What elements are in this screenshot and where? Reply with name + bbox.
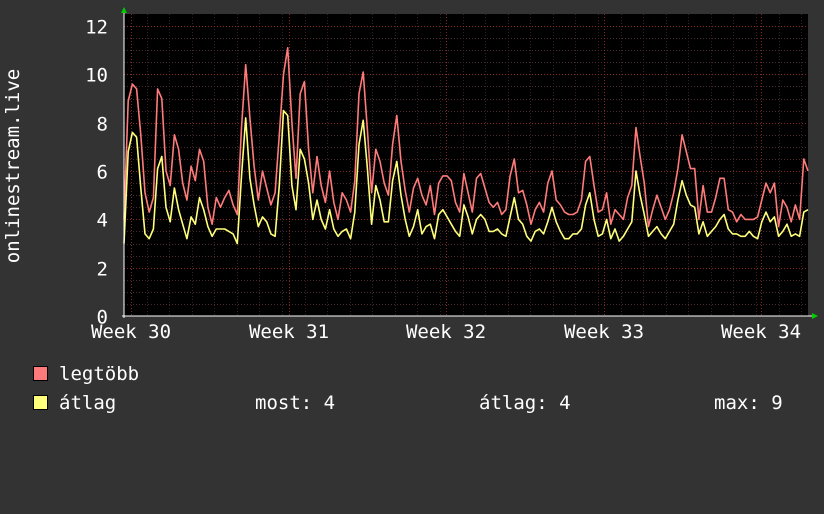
stat-current: most: 4 — [255, 392, 336, 414]
y-tick-label: 6 — [97, 162, 108, 184]
x-tick-label: Week 33 — [564, 321, 644, 343]
legend-label-max: legtöbb — [59, 363, 140, 385]
x-tick-label: Week 30 — [91, 321, 171, 343]
x-axis-arrow-icon — [812, 313, 818, 319]
legend-swatch-avg — [33, 395, 48, 410]
y-tick-label: 12 — [85, 17, 108, 39]
series-line-max — [123, 46, 809, 228]
legend-row-avg: átlag most: 4 átlag: 4 max: 9 — [33, 393, 813, 413]
stat-average: átlag: 4 — [479, 392, 571, 414]
x-tick-label: Week 32 — [406, 321, 486, 343]
y-tick-label: 10 — [85, 65, 108, 87]
y-tick-label: 2 — [97, 259, 108, 281]
series-lines — [123, 46, 809, 245]
stat-maximum: max: 9 — [714, 392, 783, 414]
y-tick-label: 0 — [97, 307, 108, 329]
y-axis-label: onlinestream.live — [2, 69, 24, 263]
x-tick-label: Week 34 — [721, 321, 801, 343]
y-axis-ticks: 0 2 4 6 8 10 12 — [85, 17, 108, 329]
legend-label-avg: átlag — [59, 392, 117, 414]
y-tick-label: 8 — [97, 114, 108, 136]
plot-background — [124, 14, 808, 316]
series-line-avg — [123, 109, 809, 245]
y-tick-label: 4 — [97, 210, 108, 232]
legend-swatch-max — [33, 366, 48, 381]
x-axis-ticks: Week 30 Week 31 Week 32 Week 33 Week 34 — [91, 321, 801, 343]
y-axis-arrow-icon — [121, 7, 127, 13]
legend-row-max: legtöbb — [33, 364, 139, 384]
x-tick-label: Week 31 — [249, 321, 329, 343]
